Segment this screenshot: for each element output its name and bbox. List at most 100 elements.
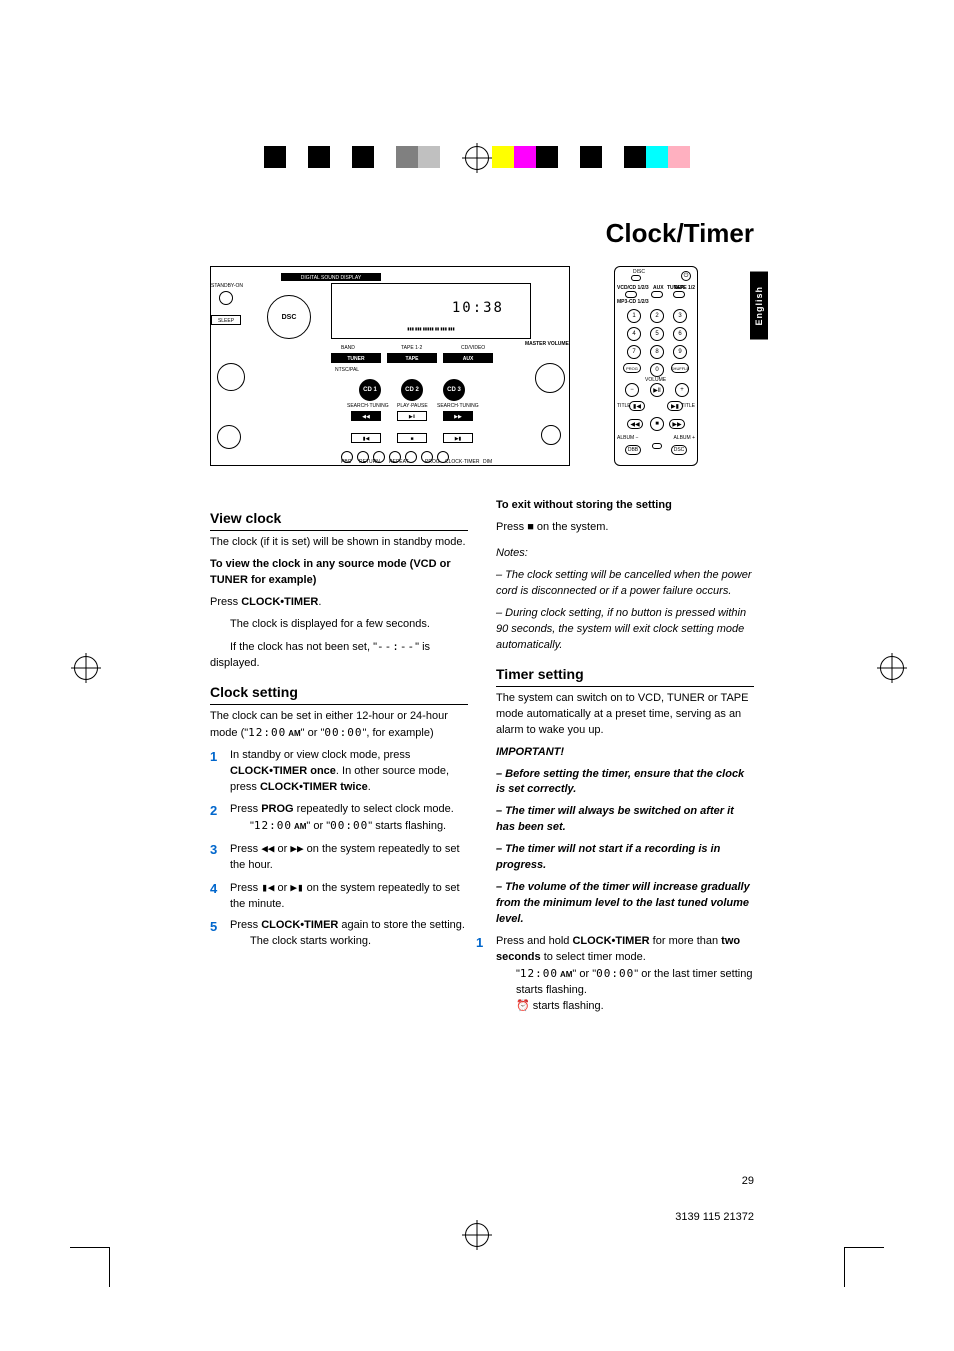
- view-clock-notset: If the clock has not been set, "--:--" i…: [210, 639, 468, 672]
- step-num-4: 4: [210, 880, 222, 913]
- step-2-body: Press PROG repeatedly to select clock mo…: [230, 802, 468, 835]
- phones-knob: [217, 425, 241, 449]
- important-heading: IMPORTANT!: [496, 745, 754, 761]
- content-area: View clock The clock (if it is set) will…: [210, 498, 754, 1021]
- view-clock-sub: To view the clock in any source mode (VC…: [210, 557, 468, 589]
- remote-rew: ◀◀: [627, 419, 643, 429]
- remote-album-minus: ALBUM −: [617, 435, 639, 441]
- play-btn: ▶Ⅱ: [397, 411, 427, 421]
- tuner-btn: TUNER: [331, 353, 381, 363]
- reg-block-left: [264, 146, 462, 168]
- remote-ff: ▶▶: [669, 419, 685, 429]
- step-num-2: 2: [210, 802, 222, 835]
- pbc-label: PBC: [341, 459, 351, 465]
- step-num-1: 1: [210, 748, 222, 796]
- remote-src1: [625, 291, 637, 298]
- step-3-body: Press ◀◀ or ▶▶ on the system repeatedly …: [230, 841, 468, 874]
- important-4: – The volume of the timer will increase …: [496, 880, 754, 928]
- timer-setting-heading: Timer setting: [496, 664, 754, 687]
- remote-4: 4: [627, 327, 641, 341]
- repeat-label: REPEAT: [389, 459, 409, 465]
- view-clock-displayed: The clock is displayed for a few seconds…: [230, 617, 468, 633]
- step-5-body: Press CLOCK•TIMER again to store the set…: [230, 918, 468, 950]
- exit-heading: To exit without storing the setting: [496, 498, 754, 514]
- prog-label: PROG: [425, 459, 440, 465]
- cd-knob: [217, 363, 245, 391]
- system-diagram: DIGITAL SOUND DISPLAY STANDBY-ON DSC SLE…: [210, 266, 570, 466]
- search-label-l: SEARCH·TUNING: [347, 403, 389, 409]
- timer-step-1: 1 Press and hold CLOCK•TIMER for more th…: [476, 934, 754, 1015]
- clock-setting-heading: Clock setting: [210, 682, 468, 705]
- remote-9: 9: [673, 345, 687, 359]
- remote-mid: [652, 443, 662, 449]
- cd2-btn: CD 2: [401, 379, 423, 401]
- timer-step-1-sub: "12:00 AM" or "00:00" or the last timer …: [516, 966, 754, 999]
- standby-label: STANDBY-ON: [211, 283, 243, 289]
- step-2: 2 Press PROG repeatedly to select clock …: [210, 802, 468, 835]
- rew-btn: ◀◀: [351, 411, 381, 421]
- remote-play: ▶Ⅱ: [650, 383, 664, 397]
- step-1: 1 In standby or view clock mode, press C…: [210, 748, 468, 796]
- exit-body: Press ■ on the system.: [496, 520, 754, 536]
- remote-1: 1: [627, 309, 641, 323]
- remote-diagram: DISC ⏻ VCD/CD 1/2/3 AUX TUNER TAPE 1/2 M…: [614, 266, 698, 466]
- remote-src2: [651, 291, 663, 298]
- aux-btn: AUX: [443, 353, 493, 363]
- remote-src3: [673, 291, 685, 298]
- step-4: 4 Press ▮◀ or ▶▮ on the system repeatedl…: [210, 880, 468, 913]
- notes-heading: Notes:: [496, 546, 754, 562]
- prev-btn: ▮◀: [351, 433, 381, 443]
- ntsc-label: NTSC/PAL: [335, 367, 359, 373]
- dsc-dial: DSC: [267, 295, 311, 339]
- clocktimer-label: CLOCK·TIMER: [445, 459, 479, 465]
- volume-knob: [535, 363, 565, 393]
- language-tab: English: [750, 272, 768, 340]
- remote-8: 8: [650, 345, 664, 359]
- timer-step-1-body: Press and hold CLOCK•TIMER for more than…: [496, 934, 754, 1015]
- page-number: 29: [742, 1175, 754, 1187]
- cd3-btn: CD 3: [443, 379, 465, 401]
- band-label: BAND: [341, 345, 355, 351]
- remote-stop: ■: [650, 417, 664, 431]
- remote-vol-minus: −: [625, 383, 639, 397]
- registration-marks-top: [0, 146, 954, 168]
- footer-code: 3139 115 21372: [675, 1211, 754, 1223]
- remote-disc-btn: [631, 275, 641, 281]
- timer-step-1-sub2: ⏰ starts flashing.: [516, 999, 754, 1015]
- remote-vol-plus: +: [675, 383, 689, 397]
- cdvideo-label: CD/VIDEO: [461, 345, 485, 351]
- standby-btn: [219, 291, 233, 305]
- sleep-btn: SLEEP: [211, 315, 241, 325]
- cd1-btn: CD 1: [359, 379, 381, 401]
- display-bars: ▮▮▮ ▮▮▮ ▮▮▮▮▮ ▮▮ ▮▮▮ ▮▮▮: [342, 326, 520, 334]
- step-num-3: 3: [210, 841, 222, 874]
- mastervol-label: MASTER VOLUME: [525, 341, 569, 347]
- note-1: – The clock setting will be cancelled wh…: [496, 568, 754, 600]
- important-1: – Before setting the timer, ensure that …: [496, 767, 754, 799]
- reg-target-bottom: [465, 1223, 489, 1247]
- tape12-label: TAPE 1·2: [401, 345, 422, 351]
- step-num-5: 5: [210, 918, 222, 950]
- remote-prog: PROG: [623, 363, 641, 373]
- crop-mark-br: [844, 1247, 884, 1287]
- remote-power-btn: ⏻: [681, 271, 691, 281]
- remote-mp3: MP3-CD 1/2/3: [617, 299, 649, 305]
- remote-3: 3: [673, 309, 687, 323]
- display-label: DIGITAL SOUND DISPLAY: [281, 273, 381, 281]
- view-clock-heading: View clock: [210, 508, 468, 531]
- display-time: 10:38: [452, 300, 504, 316]
- remote-album-plus: ALBUM +: [673, 435, 695, 441]
- remote-6: 6: [673, 327, 687, 341]
- crop-mark-bl: [70, 1247, 110, 1287]
- ff-btn: ▶▶: [443, 411, 473, 421]
- remote-dbb: DBB: [625, 445, 641, 455]
- next-btn: ▶▮: [443, 433, 473, 443]
- remote-prev: ▮◀: [629, 401, 645, 411]
- important-3: – The timer will not start if a recordin…: [496, 842, 754, 874]
- view-clock-intro: The clock (if it is set) will be shown i…: [210, 535, 468, 551]
- remote-title-r: TITLE: [681, 403, 695, 409]
- remote-shuffle: SHUFFLE: [671, 363, 689, 373]
- playpause-label: PLAY·PAUSE: [397, 403, 428, 409]
- timer-step-num-1: 1: [476, 934, 488, 1015]
- note-2: – During clock setting, if no button is …: [496, 606, 754, 654]
